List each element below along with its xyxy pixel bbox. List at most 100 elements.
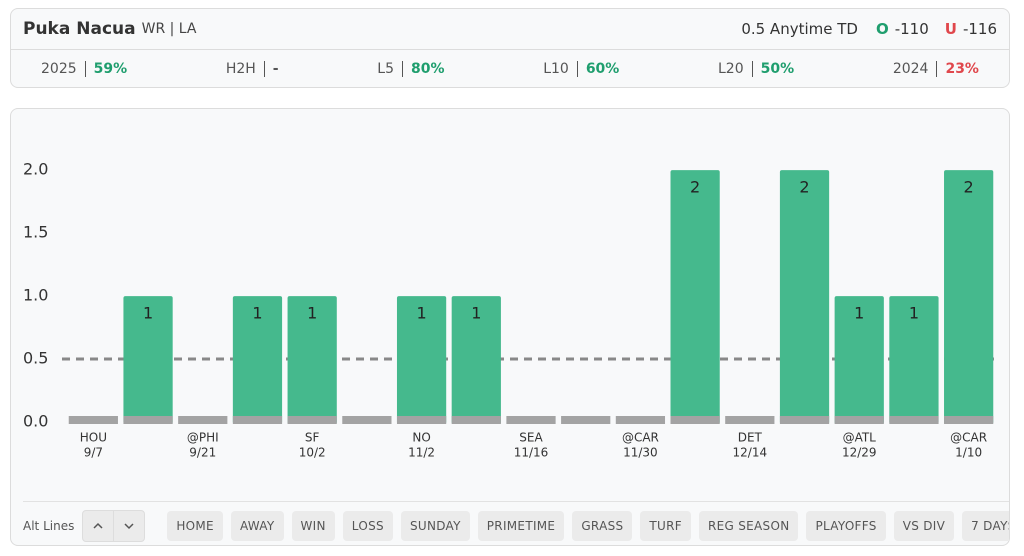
under-label: U: [944, 20, 957, 38]
x-tick-date: 9/7: [84, 446, 103, 460]
value-label: 2: [690, 178, 700, 197]
stat: H2H -: [225, 61, 279, 77]
over-label: O: [875, 20, 889, 38]
filter-button[interactable]: GRASS: [572, 511, 633, 541]
stat-value: -: [272, 61, 279, 77]
stat: L5 80%: [377, 61, 445, 77]
player-name: Puka Nacua: [23, 19, 136, 39]
bar-base: [506, 416, 556, 424]
stat-value: 23%: [945, 61, 979, 77]
value-label: 1: [307, 304, 317, 323]
filter-button[interactable]: HOME: [167, 511, 223, 541]
bar: [451, 296, 501, 424]
stat-label: 2025: [41, 61, 86, 77]
y-tick-label: 1.5: [23, 223, 48, 242]
bar: [944, 170, 994, 424]
stat-value: 50%: [760, 61, 795, 77]
bar-base: [396, 416, 447, 424]
filter-button[interactable]: AWAY: [230, 511, 284, 541]
bar-base: [615, 416, 666, 424]
y-tick-label: 1.0: [23, 286, 48, 305]
bar: [889, 296, 939, 424]
alt-lines-label: Alt Lines: [23, 519, 75, 533]
filter-bar: Alt Lines HOME AWAY WIN LOSS SUNDAY PRIMETIME…: [23, 501, 1009, 542]
filter-button[interactable]: 7 DAYS REST: [962, 511, 1009, 541]
x-tick-date: 9/21: [189, 446, 216, 460]
x-tick-date: 11/2: [408, 446, 435, 460]
x-tick-label: SF: [305, 431, 320, 445]
alt-line-arrows: [82, 510, 146, 542]
value-label: 1: [854, 304, 864, 323]
bar: [779, 170, 830, 424]
bar-base: [342, 416, 392, 424]
x-tick-label: @PHI: [187, 431, 219, 445]
header-row: Puka Nacua WR | LA 0.5 Anytime TD O -110…: [11, 9, 1009, 50]
stat: L10 60%: [543, 61, 619, 77]
bar-base: [232, 416, 283, 424]
x-tick-date: 11/16: [514, 446, 549, 460]
header-card: Puka Nacua WR | LA 0.5 Anytime TD O -110…: [10, 8, 1010, 88]
filter-button[interactable]: PRIMETIME: [477, 511, 565, 541]
x-tick-label: @CAR: [950, 431, 987, 445]
stat-label: H2H: [225, 61, 265, 77]
stat: 2025 59%: [41, 61, 127, 77]
filter-button[interactable]: VS DIV: [893, 511, 955, 541]
x-tick-date: 10/2: [299, 446, 326, 460]
chart-card: 0.0 0.5 1.0 1.5 2.0 HOU 9/7 1 @PHI 9/21 1 1 SF 10/2 1 N…: [10, 108, 1010, 546]
x-tick-label: SEA: [519, 431, 543, 445]
x-tick-date: 12/29: [842, 446, 877, 460]
filter-button[interactable]: PLAYOFFS: [806, 511, 886, 541]
y-tick-label: 2.0: [23, 160, 48, 179]
player-position: WR | LA: [141, 21, 197, 37]
stat-value: 60%: [585, 61, 620, 77]
bar-base: [178, 416, 228, 424]
odds: 0.5 Anytime TD O -110 U -116: [741, 20, 997, 38]
stat-label: L5: [377, 61, 403, 77]
value-label: 1: [143, 304, 153, 323]
filter-button[interactable]: REG SEASON: [698, 511, 799, 541]
bar: [123, 296, 173, 424]
bar-base: [725, 416, 775, 424]
filter-button[interactable]: WIN: [291, 511, 335, 541]
value-label: 2: [799, 178, 809, 197]
bar-base: [670, 416, 720, 424]
bar-base: [451, 416, 501, 424]
x-tick-label: NO: [412, 431, 430, 445]
bar: [834, 296, 884, 424]
y-tick-label: 0.5: [23, 349, 48, 368]
x-tick-label: @CAR: [622, 431, 659, 445]
bar-base: [944, 416, 994, 424]
bar: [287, 296, 337, 424]
stat-label: L20: [718, 61, 753, 77]
value-label: 1: [471, 304, 481, 323]
bar: [670, 170, 720, 424]
bar-base: [68, 416, 118, 424]
bar-base: [123, 416, 173, 424]
filter-button[interactable]: SUNDAY: [400, 511, 470, 541]
filter-button[interactable]: TURF: [640, 511, 691, 541]
arrow-down[interactable]: [113, 511, 144, 541]
value-label: 1: [416, 304, 426, 323]
bar-base: [834, 416, 884, 424]
value-label: 1: [252, 304, 262, 323]
y-tick-label: 0.0: [23, 412, 48, 431]
value-label: 2: [964, 178, 974, 197]
stat-value: 80%: [411, 61, 445, 77]
filter-button[interactable]: LOSS: [342, 511, 393, 541]
bar-base: [889, 416, 939, 424]
x-tick-label: @ATL: [843, 431, 877, 445]
x-tick-label: HOU: [80, 431, 107, 445]
stats-row: 2025 59% H2H - L5 80% L10 60% L20 50% 2024 23%: [11, 50, 1009, 88]
bar-base: [779, 416, 830, 424]
stat: 2024 23%: [892, 61, 979, 77]
arrow-up[interactable]: [83, 511, 113, 541]
stat-label: 2024: [892, 61, 938, 77]
over-odds: -110: [894, 20, 929, 38]
x-tick-date: 11/30: [623, 446, 658, 460]
bar-base: [287, 416, 337, 424]
x-tick-label: DET: [738, 431, 763, 445]
stat: L20 50%: [718, 61, 794, 77]
stat-value: 59%: [93, 61, 128, 77]
